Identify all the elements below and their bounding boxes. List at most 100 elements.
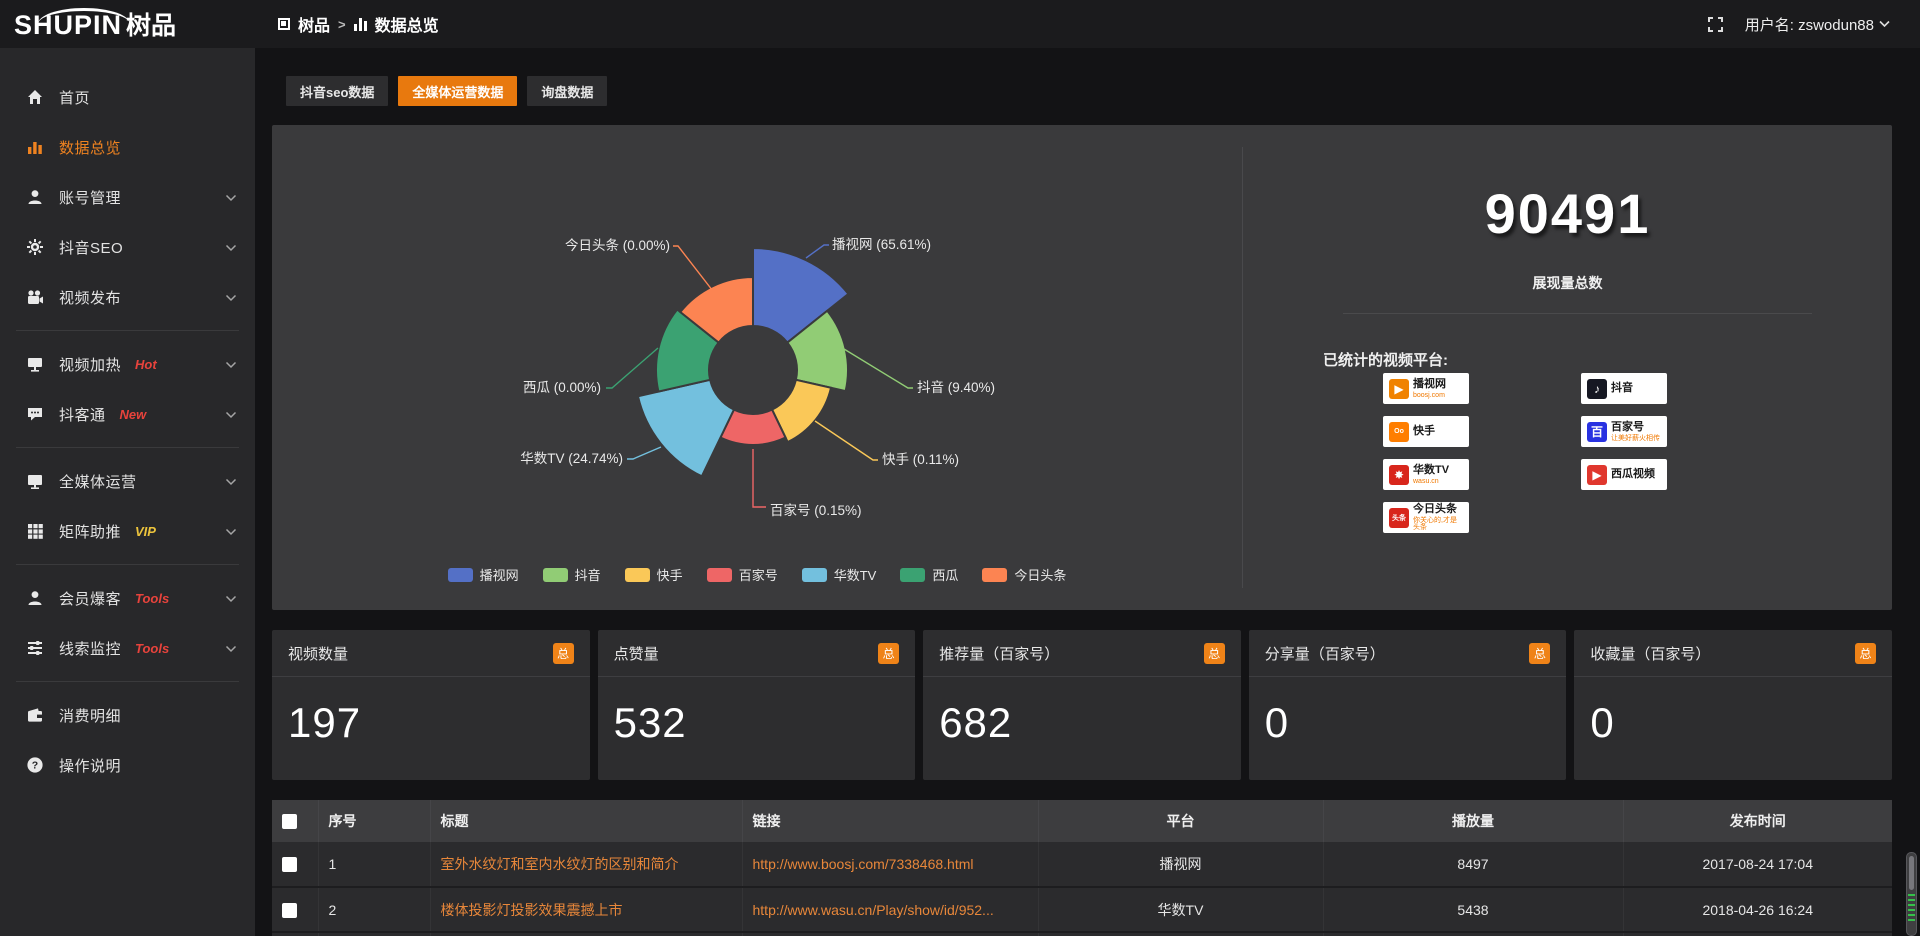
fullscreen-icon[interactable]	[1707, 16, 1723, 32]
sidebar-item-12[interactable]: 消费明细	[0, 690, 255, 740]
tab-2[interactable]: 全媒体运营数据	[398, 76, 518, 106]
pie-slice-快手[interactable]	[770, 378, 833, 444]
sidebar-item-label: 全媒体运营	[59, 473, 137, 491]
pie-slice-抖音[interactable]	[785, 309, 849, 393]
legend-swatch	[900, 567, 926, 582]
tab-3[interactable]: 询盘数据	[527, 76, 608, 106]
select-all-header	[272, 800, 319, 842]
cell-link[interactable]	[742, 932, 1039, 936]
wallet-icon	[26, 706, 44, 724]
legend-item-快手[interactable]: 快手	[624, 565, 683, 584]
stat-card-5: 收藏量（百家号） 总 0	[1574, 630, 1892, 780]
breadcrumb-separator: >	[338, 16, 346, 32]
cell-link[interactable]: http://www.wasu.cn/Play/show/id/952...	[742, 887, 1039, 933]
sidebar-item-badge: VIP	[135, 523, 156, 539]
screen-icon	[26, 355, 44, 373]
total-badge: 总	[878, 642, 900, 664]
grid-icon	[26, 522, 44, 540]
stat-card-label: 视频数量	[288, 645, 349, 663]
row-checkbox[interactable]	[282, 857, 297, 873]
sidebar-item-label: 视频发布	[59, 289, 122, 307]
total-badge: 总	[552, 642, 574, 664]
chevron-down-icon	[225, 406, 237, 423]
sidebar-item-label: 线索监控	[59, 640, 122, 658]
chat-icon	[26, 405, 44, 423]
sidebar-item-3[interactable]: 账号管理	[0, 172, 255, 222]
rose-pie-chart: 播视网 (65.61%) 抖音 (9.40%) 快手 (0.11%) 百家号 (0.1…	[272, 125, 1242, 610]
gear-icon	[26, 238, 44, 256]
sidebar-item-8[interactable]: 全媒体运营	[0, 456, 255, 506]
sidebar-item-9[interactable]: 矩阵助推 VIP	[0, 506, 255, 556]
cell-platform: 华数TV	[1038, 887, 1324, 933]
pie-chart-svg[interactable]: 播视网 (65.61%) 抖音 (9.40%) 快手 (0.11%) 百家号 (0.1…	[272, 125, 1242, 610]
cell-link[interactable]: http://www.boosj.com/7338468.html	[742, 842, 1039, 888]
stat-card-label: 点赞量	[613, 645, 659, 663]
sidebar-item-label: 会员爆客	[59, 590, 122, 608]
cell-title[interactable]	[430, 932, 743, 936]
breadcrumb-home[interactable]: 树品	[298, 18, 331, 35]
legend-item-抖音[interactable]: 抖音	[542, 565, 601, 584]
platform-badge-百家号: 百百家号 让美好薪火相传	[1581, 416, 1667, 447]
user-icon	[26, 188, 44, 206]
video-camera-icon	[26, 288, 44, 306]
sidebar-item-6[interactable]: 视频加热 Hot	[0, 339, 255, 389]
cell-time: 2018-04-26 16:24	[1623, 887, 1892, 933]
sidebar-item-4[interactable]: 抖音SEO	[0, 222, 255, 272]
pie-label-line	[843, 348, 913, 389]
video-table: 序号 标题 链接 平台 播放量 发布时间 1 室外水纹灯和室内水纹灯的区别和简介 http:/…	[272, 800, 1892, 936]
username: 用户名: zswodun88	[1744, 16, 1874, 34]
legend-label: 西瓜	[932, 568, 959, 583]
pie-label-line	[627, 446, 662, 460]
column-header-2: 标题	[430, 800, 743, 842]
platform-column-1: ▶ 播视网 boosj.com Oo 快手 ✸ 华数TV wasu.cn 头条 今日头条 你关心的,…	[1383, 373, 1469, 533]
sidebar: 首页 数据总览 账号管理抖音SEO 视频发布视频加热 Hot 抖客通 New 全媒体运营矩阵助…	[0, 48, 255, 936]
platform-badge-西瓜视频: ▶ 西瓜视频	[1581, 459, 1667, 490]
legend-item-华数TV[interactable]: 华数TV	[801, 565, 876, 584]
logo-suffix: 树品	[126, 12, 177, 40]
legend-item-西瓜[interactable]: 西瓜	[900, 565, 958, 584]
sidebar-item-13[interactable]: ? 操作说明	[0, 740, 255, 790]
sidebar-item-2[interactable]: 数据总览	[0, 122, 255, 172]
cell-title[interactable]: 室外水纹灯和室内水纹灯的区别和简介	[430, 842, 743, 888]
breadcrumb-current: 数据总览	[374, 18, 439, 35]
sidebar-divider	[16, 564, 239, 565]
pie-slice-播视网[interactable]	[752, 246, 850, 344]
legend-item-今日头条[interactable]: 今日头条	[982, 565, 1066, 584]
site-icon	[278, 18, 290, 30]
chevron-down-icon	[1879, 20, 1890, 28]
legend-swatch	[447, 567, 473, 582]
cell-title[interactable]: 楼体投影灯投影效果震撼上市	[430, 887, 743, 933]
legend-label: 今日头条	[1014, 568, 1067, 583]
legend-item-播视网[interactable]: 播视网	[447, 565, 519, 584]
sidebar-item-5[interactable]: 视频发布	[0, 272, 255, 322]
sidebar-divider	[16, 681, 239, 682]
pie-slice-西瓜[interactable]	[655, 308, 721, 393]
user-menu[interactable]: 用户名: zswodun88	[1745, 14, 1890, 35]
platform-name: 今日头条	[1413, 503, 1457, 515]
sidebar-item-10[interactable]: 会员爆客 Tools	[0, 573, 255, 623]
monitor-icon	[26, 472, 44, 490]
tab-1[interactable]: 抖音seo数据	[286, 76, 389, 106]
total-badge: 总	[1529, 642, 1551, 664]
select-all-checkbox[interactable]	[282, 814, 297, 830]
chevron-down-icon	[225, 590, 237, 607]
scrollbar-thumb[interactable]	[1909, 856, 1914, 890]
pie-slice-今日头条[interactable]	[678, 275, 754, 344]
stat-cards: 视频数量总 197 点赞量总 532 推荐量（百家号）总 682 分享量（百家号）总 0 收藏量…	[272, 630, 1892, 780]
platform-subtitle: 你关心的,才是头条	[1413, 517, 1457, 531]
legend-label: 播视网	[479, 568, 519, 583]
stat-card-label: 分享量（百家号）	[1264, 645, 1385, 663]
pie-label: 华数TV (24.74%)	[520, 451, 623, 466]
pie-slice-华数TV[interactable]	[636, 378, 736, 478]
sidebar-item-label: 抖音SEO	[59, 239, 124, 257]
help-icon: ?	[26, 756, 44, 774]
row-checkbox[interactable]	[282, 902, 297, 918]
sidebar-item-7[interactable]: 抖客通 New	[0, 389, 255, 439]
logo-arc	[38, 8, 130, 24]
platform-name: 播视网	[1413, 377, 1446, 390]
sidebar-item-1[interactable]: 首页	[0, 72, 255, 122]
scrollbar[interactable]	[1906, 852, 1917, 936]
sidebar-item-11[interactable]: 线索监控 Tools	[0, 623, 255, 673]
scroll-indicator	[1908, 894, 1915, 924]
legend-item-百家号[interactable]: 百家号	[706, 565, 778, 584]
